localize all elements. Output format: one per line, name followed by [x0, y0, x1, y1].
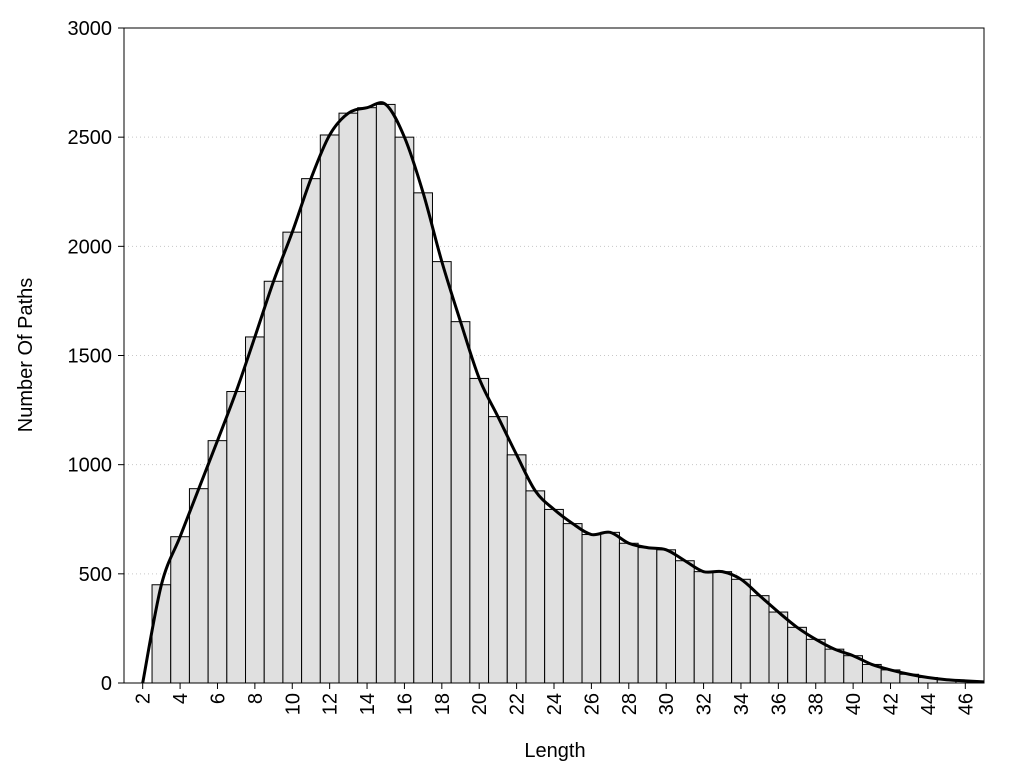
y-tick-label: 3000: [68, 18, 113, 40]
bar: [245, 336, 265, 683]
bar: [357, 107, 377, 683]
y-tick-label: 2500: [68, 127, 113, 149]
bar: [488, 416, 508, 683]
x-tick-label: 46: [955, 693, 977, 715]
bar: [618, 542, 639, 683]
bar: [338, 112, 359, 683]
x-tick-label: 40: [843, 693, 865, 715]
bar: [375, 103, 396, 683]
bar: [226, 391, 247, 683]
x-tick-label: 4: [170, 693, 192, 704]
bar: [787, 626, 807, 683]
bar: [562, 523, 583, 683]
bar: [581, 534, 602, 683]
bar: [731, 578, 751, 683]
x-axis-label: Length: [524, 740, 585, 762]
bar: [469, 377, 490, 683]
bar: [207, 440, 228, 683]
bar: [431, 261, 452, 683]
plot: [141, 101, 984, 683]
x-tick-label: 26: [581, 693, 603, 715]
bar: [170, 536, 190, 683]
x-tick-label: 32: [694, 693, 716, 715]
bar: [450, 321, 471, 683]
bar: [600, 531, 620, 683]
bar: [525, 490, 546, 683]
x-tick-label: 22: [507, 693, 529, 715]
bar: [263, 280, 284, 683]
bar: [301, 178, 321, 683]
x-tick-label: 34: [731, 693, 753, 715]
bar: [805, 638, 826, 683]
x-tick-label: 6: [207, 693, 229, 704]
bar: [749, 595, 770, 683]
y-axis-label: Number Of Paths: [15, 278, 37, 433]
x-tick-label: 20: [469, 693, 491, 715]
bar: [506, 454, 527, 683]
y-tick-label: 1500: [68, 346, 113, 368]
bar: [394, 136, 415, 683]
bar: [656, 549, 677, 683]
x-tick-label: 38: [806, 693, 828, 715]
bar: [693, 571, 714, 683]
y-tick-label: 500: [79, 564, 112, 586]
x-tick-label: 44: [918, 693, 940, 715]
bar: [637, 547, 658, 683]
bar: [824, 648, 845, 683]
x-tick-label: 18: [432, 693, 454, 715]
bar: [188, 488, 209, 683]
bar: [151, 584, 172, 683]
trend-line: [141, 101, 984, 683]
y-tick-label: 1000: [68, 455, 113, 477]
bar: [413, 192, 433, 683]
y-tick-label: 0: [101, 673, 112, 695]
x-tick-label: 36: [768, 693, 790, 715]
x-tick-label: 14: [357, 693, 379, 715]
x-tick-label: 2: [133, 693, 155, 704]
x-tick-label: 8: [245, 693, 267, 704]
y-tick-label: 2000: [68, 236, 113, 258]
x-tick-label: 28: [619, 693, 641, 715]
bar: [282, 231, 303, 683]
x-tick-label: 24: [544, 693, 566, 715]
bar: [675, 560, 695, 683]
bar: [319, 134, 340, 683]
x-tick-label: 12: [320, 693, 342, 715]
x-tick-label: 42: [881, 693, 903, 715]
x-tick-label: 16: [394, 693, 416, 715]
x-tick-label: 10: [282, 693, 304, 715]
bar: [712, 571, 733, 683]
x-tick-label: 30: [656, 693, 678, 715]
bar: [768, 611, 789, 683]
bar: [544, 508, 564, 683]
